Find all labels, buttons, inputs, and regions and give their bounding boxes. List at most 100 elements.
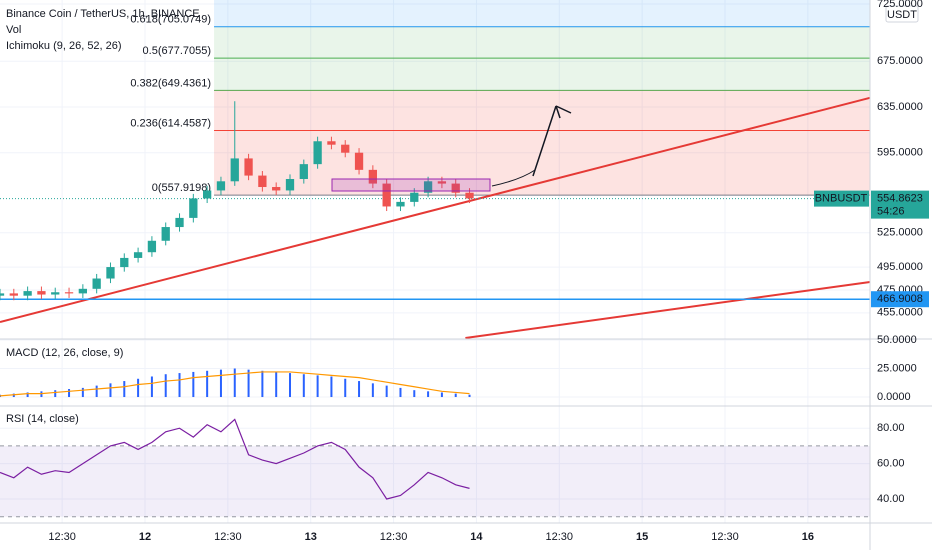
- macd-histogram-bar: [81, 387, 84, 398]
- candle-body: [120, 257, 129, 268]
- macd-histogram-bar: [164, 374, 167, 398]
- y-tick-label: 25.0000: [877, 362, 917, 374]
- candle-body: [341, 144, 350, 153]
- trendline: [0, 96, 871, 323]
- candle-body: [313, 141, 322, 165]
- macd-histogram-bar: [95, 385, 98, 398]
- macd-histogram-bar: [289, 373, 291, 398]
- macd-histogram-bar: [54, 390, 57, 398]
- x-tick-label: 12: [139, 531, 151, 543]
- fib-zone: [214, 0, 871, 27]
- candle-body: [92, 278, 101, 289]
- macd-histogram-bar: [454, 393, 457, 398]
- candle-body: [189, 198, 198, 218]
- fib-label: 0(557.9198): [152, 182, 211, 194]
- price-tag-label: 466.9008: [877, 293, 923, 305]
- macd-histogram-bar: [330, 376, 333, 398]
- candle-body: [64, 292, 74, 294]
- macd-histogram-bar: [316, 375, 319, 398]
- candle-body: [23, 291, 32, 296]
- candle-body: [175, 217, 184, 228]
- indicator-label: RSI (14, close): [6, 413, 79, 425]
- macd-histogram-bar: [413, 390, 416, 398]
- candle-body: [354, 152, 364, 170]
- y-tick-label: 595.0000: [877, 147, 923, 159]
- macd-histogram-bar: [206, 370, 209, 398]
- candle-body: [0, 293, 5, 296]
- trendline: [465, 280, 871, 339]
- x-tick-label: 12:30: [711, 531, 739, 543]
- candle-body: [9, 293, 18, 296]
- price-tag: [871, 190, 929, 219]
- macd-histogram-bar: [123, 381, 126, 398]
- macd-histogram-bar: [440, 392, 443, 398]
- candle-body: [78, 288, 87, 294]
- y-tick-label: 675.0000: [877, 55, 923, 67]
- macd-signal-line: [0, 371, 470, 397]
- candle-body: [230, 158, 239, 182]
- candle-body: [382, 183, 391, 207]
- macd-histogram-bar: [219, 369, 222, 398]
- fib-label: 0.5(677.7055): [143, 45, 212, 57]
- macd-histogram-bar: [109, 383, 112, 398]
- candle-body: [244, 158, 253, 176]
- x-tick-label: 12:30: [546, 531, 574, 543]
- x-tick-label: 12:30: [214, 531, 242, 543]
- macd-histogram-bar: [371, 383, 374, 398]
- x-tick-label: 15: [636, 531, 648, 543]
- macd-histogram-bar: [192, 371, 195, 398]
- macd-histogram-bar: [344, 378, 347, 398]
- price-tag-label: 554.8623: [877, 193, 923, 205]
- indicator-label: Ichimoku (9, 26, 52, 26): [6, 40, 122, 52]
- candle-body: [203, 190, 212, 199]
- currency-button[interactable]: [885, 5, 919, 23]
- candle-body: [258, 175, 267, 188]
- candle-body: [106, 267, 115, 279]
- currency-label: USDT: [887, 9, 917, 21]
- y-tick-label: 40.00: [877, 493, 905, 505]
- indicator-label: MACD (12, 26, close, 9): [6, 347, 123, 359]
- macd-histogram-bar: [233, 368, 236, 398]
- annotation-curve: [491, 169, 536, 187]
- symbol-tag: [814, 190, 869, 207]
- candle-body: [51, 292, 60, 295]
- rsi-line: [0, 418, 470, 500]
- y-tick-label: 50.0000: [877, 334, 917, 346]
- candle-body: [368, 169, 377, 184]
- annotation-rectangle: [331, 178, 491, 192]
- main-layer: 0.618(705.0749) 0.5(677.7055) 0.382(649.43…: [0, 14, 871, 500]
- macd-histogram-bar: [26, 392, 29, 398]
- fib-zone: [214, 130, 871, 196]
- candle-body: [272, 187, 281, 191]
- countdown-label: 54:26: [877, 206, 905, 218]
- y-tick-label: 60.00: [877, 458, 905, 470]
- rsi-band: [0, 445, 870, 517]
- y-tick-label: 455.0000: [877, 307, 923, 319]
- y-tick-label: 635.0000: [877, 101, 923, 113]
- candle-body: [465, 192, 474, 199]
- fib-zone: [214, 26, 871, 59]
- fib-zone: [214, 90, 871, 131]
- chart-title: Binance Coin / TetherUS, 1h, BINANCE: [6, 8, 200, 20]
- macd-histogram-bar: [468, 394, 471, 398]
- candle-body: [133, 252, 143, 258]
- candle-body: [285, 179, 295, 191]
- candle-body: [410, 192, 419, 202]
- background-layer: [0, 0, 871, 523]
- fib-label: 0.618(705.0749): [130, 14, 211, 26]
- macd-histogram-bar: [68, 389, 71, 398]
- candle-body: [396, 201, 405, 207]
- macd-histogram-bar: [385, 385, 388, 398]
- symbol-tag-label: BNBUSDT: [815, 193, 868, 205]
- macd-histogram-bar: [427, 391, 430, 398]
- price-tag: [871, 291, 929, 308]
- candle-body: [37, 291, 46, 295]
- candle-body: [451, 183, 460, 193]
- y-tick-label: 525.0000: [877, 227, 923, 239]
- macd-histogram-bar: [275, 371, 278, 398]
- macd-histogram-bar: [302, 374, 305, 398]
- annotation-arrow: [532, 105, 572, 177]
- macd-histogram-bar: [261, 370, 264, 398]
- macd-histogram-bar: [399, 387, 402, 398]
